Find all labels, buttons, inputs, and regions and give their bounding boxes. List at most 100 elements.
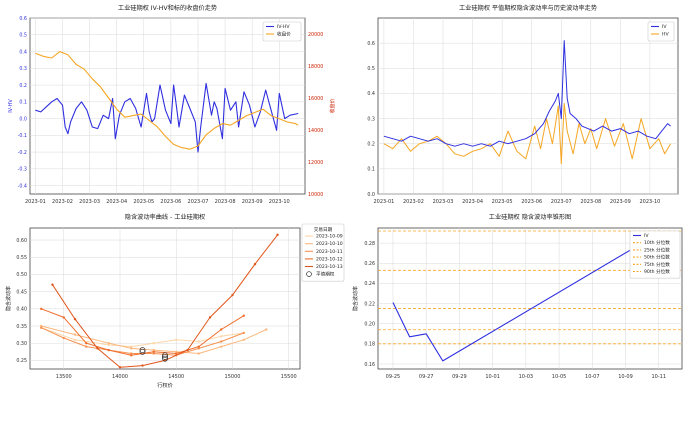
- x-tick-label: 2023-10: [639, 199, 660, 205]
- data-point: [51, 283, 54, 286]
- y-tick-label: 0.2: [19, 83, 27, 89]
- legend-label: 2023-10-12: [316, 256, 343, 262]
- data-point: [175, 352, 178, 355]
- series-line-iv-hv: [35, 82, 299, 153]
- data-point: [152, 348, 155, 352]
- data-point: [186, 348, 189, 352]
- data-point: [197, 347, 200, 350]
- x-tick-label: 2023-04: [462, 199, 483, 205]
- y-tick-label: 0.4: [367, 91, 375, 97]
- chart-title: 隐含波动率曲线 - 工业硅期权: [125, 213, 205, 221]
- y2-axis-label: 收盘价: [329, 98, 336, 113]
- y-tick-label: 0.28: [364, 241, 375, 247]
- data-point: [141, 364, 144, 367]
- series-line-hv: [383, 103, 672, 165]
- data-point: [62, 316, 65, 319]
- data-point: [197, 345, 200, 348]
- atm-marker: [139, 347, 146, 353]
- data-point: [85, 345, 88, 348]
- x-tick-label: 10-09: [618, 374, 633, 380]
- data-point: [130, 347, 133, 350]
- legend-box: [647, 21, 675, 42]
- data-point: [242, 331, 245, 335]
- chart-title: 工业硅期权 平值期权隐含波动率与历史波动率走势: [459, 4, 597, 12]
- data-point: [152, 350, 155, 354]
- y-tick-label: 0.0: [19, 116, 27, 122]
- data-point: [85, 342, 88, 345]
- chart-panel-4: 工业硅期权 隐含波动率锥形图 09-25 09-27 09-29 10-01 10-03 1…: [352, 213, 683, 380]
- legend-label: 收盘价: [277, 31, 291, 38]
- data-point: [197, 352, 200, 355]
- y-tick-label: 0.25: [16, 358, 27, 364]
- y-tick-label: -0.1: [18, 133, 27, 139]
- y-tick-label: 0.24: [364, 281, 375, 287]
- y-tick-label: 0.18: [364, 342, 375, 348]
- legend-label: 75th 分位数: [644, 261, 670, 268]
- x-tick-label: 2023-09: [610, 199, 631, 205]
- x-tick-label: 2023-02: [403, 199, 424, 205]
- data-point: [152, 352, 155, 355]
- data-point: [107, 343, 110, 347]
- legend-label: 2023-10-11: [316, 249, 343, 255]
- y-axis-label: IV-HV: [8, 99, 14, 113]
- x-tick-label: 15000: [225, 374, 241, 380]
- legend-label: 10th 分位数: [644, 239, 670, 246]
- legend-label: 2023-10-09: [316, 234, 343, 240]
- legend-label: IV-HV: [277, 24, 290, 30]
- data-point: [242, 338, 245, 341]
- y-tick-label: 0.3: [367, 116, 375, 122]
- series-line-2023-10-10: [41, 325, 267, 354]
- atm-marker: [162, 352, 168, 359]
- y-tick-label: 0.5: [19, 33, 27, 39]
- x-tick-label: 2023-08: [215, 199, 236, 205]
- y-tick-label: 0.16: [364, 362, 375, 368]
- legend-label: 90th 分位数: [644, 268, 670, 275]
- y-axis-label: 隐含波动率: [5, 286, 12, 311]
- data-point: [40, 307, 43, 311]
- y-tick-label: 0.40: [16, 307, 27, 313]
- data-point: [152, 342, 155, 345]
- x-tick-label: 13500: [56, 374, 72, 380]
- y2-tick-label: 12000: [308, 160, 323, 166]
- legend-label: IV: [644, 233, 649, 239]
- x-tick-label: 2023-05: [492, 199, 513, 205]
- chart-panel-3: 隐含波动率曲线 - 工业硅期权 13500 14000 14500 15000 15500…: [5, 213, 345, 389]
- legend-label: 2023-10-13: [316, 264, 343, 270]
- data-point: [73, 317, 77, 321]
- y-tick-label: 0.6: [367, 41, 375, 47]
- data-point: [62, 336, 65, 340]
- y-tick-label: 0.1: [367, 167, 375, 173]
- data-point: [276, 233, 279, 237]
- series-line-close-price: [35, 51, 299, 150]
- y-tick-label: 0.2: [367, 142, 375, 148]
- y2-tick-label: 20000: [308, 32, 323, 38]
- data-point: [220, 340, 223, 343]
- x-tick-label: 2023-03: [433, 199, 454, 205]
- data-point: [220, 345, 223, 348]
- y-tick-label: 0.6: [19, 16, 27, 22]
- atm-marker: [162, 354, 168, 360]
- legend-label: 25th 分位数: [644, 246, 670, 253]
- x-tick-label: 2023-05: [133, 199, 154, 205]
- plot-frame: [377, 17, 679, 195]
- data-point: [130, 352, 133, 355]
- data-point: [265, 328, 268, 331]
- y2-tick-label: 10000: [308, 192, 323, 198]
- plot-frame: [29, 17, 306, 195]
- y2-tick-label: 14000: [308, 128, 323, 134]
- x-tick-label: 2023-07: [188, 199, 209, 205]
- y-tick-label: 0.0: [367, 192, 375, 198]
- x-tick-label: 10-01: [485, 374, 500, 380]
- legend-box: [629, 230, 681, 279]
- y-tick-label: 0.35: [16, 324, 27, 330]
- x-tick-label: 14500: [168, 374, 184, 380]
- data-point: [107, 342, 110, 345]
- data-point: [208, 316, 212, 319]
- data-point: [220, 328, 223, 331]
- x-tick-label: 2023-07: [551, 199, 572, 205]
- x-tick-label: 2023-01: [373, 199, 394, 205]
- y-tick-label: 0.60: [16, 238, 27, 244]
- series-line-iv: [383, 40, 671, 147]
